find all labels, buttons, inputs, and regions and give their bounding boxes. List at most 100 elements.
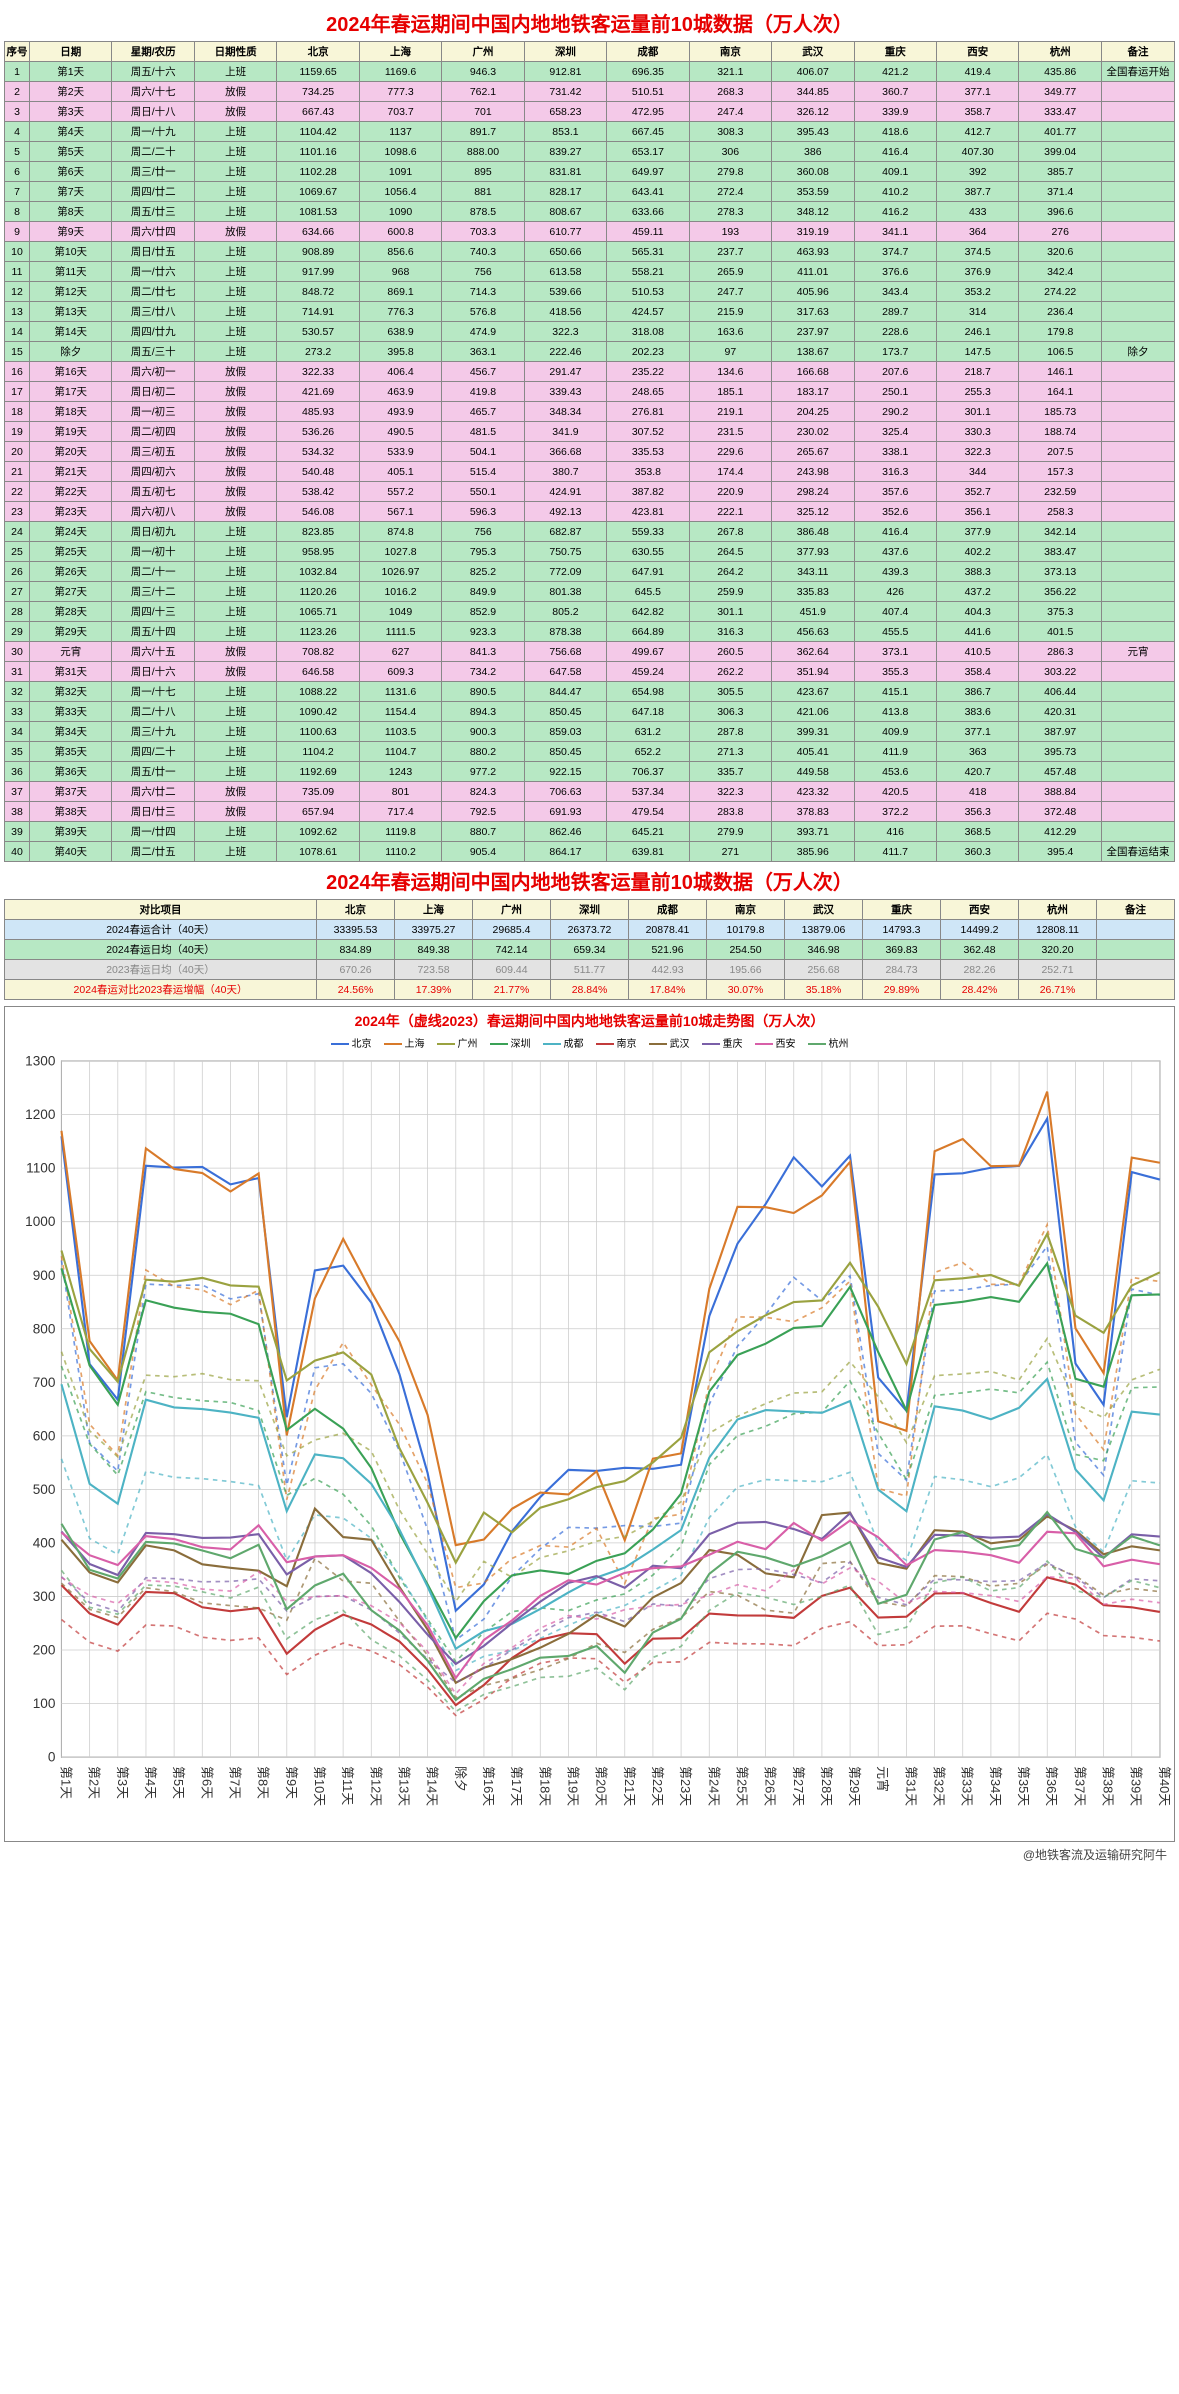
cell (1102, 362, 1175, 382)
cell: 864.17 (524, 842, 606, 862)
cell: 第32天 (30, 682, 112, 702)
cell: 418.56 (524, 302, 606, 322)
cell: 344.85 (772, 82, 854, 102)
summary-table: 对比项目北京上海广州深圳成都南京武汉重庆西安杭州备注 2024春运合计（40天）… (4, 899, 1175, 1000)
cell: 28 (5, 602, 30, 622)
cell: 262.2 (689, 662, 771, 682)
cell: 23 (5, 502, 30, 522)
cell: 40 (5, 842, 30, 862)
cell: 上班 (194, 302, 276, 322)
cell: 268.3 (689, 82, 771, 102)
cell: 8 (5, 202, 30, 222)
cell: 638.9 (359, 322, 441, 342)
cell: 289.7 (854, 302, 936, 322)
cell: 322.3 (936, 442, 1018, 462)
cell (1102, 402, 1175, 422)
cell: 405.41 (772, 742, 854, 762)
cell: 283.8 (689, 802, 771, 822)
cell: 173.7 (854, 342, 936, 362)
cell: 放假 (194, 782, 276, 802)
chart-title: 2024年（虚线2023）春运期间中国内地地铁客运量前10城走势图（万人次） (7, 1011, 1172, 1031)
cell: 255.3 (936, 382, 1018, 402)
cell: 306 (689, 142, 771, 162)
cell: 第1天 (30, 62, 112, 82)
cell: 862.46 (524, 822, 606, 842)
cell (1102, 202, 1175, 222)
cell: 734.2 (442, 662, 524, 682)
cell (1102, 822, 1175, 842)
col-header: 上海 (359, 42, 441, 62)
cell: 383.6 (936, 702, 1018, 722)
col-header: 日期性质 (194, 42, 276, 62)
cell: 259.9 (689, 582, 771, 602)
cell: 538.42 (277, 482, 359, 502)
cell: 717.4 (359, 802, 441, 822)
cell (1102, 802, 1175, 822)
cell (1102, 522, 1175, 542)
cell: 342.14 (1019, 522, 1102, 542)
cell (1102, 622, 1175, 642)
cell: 6 (5, 162, 30, 182)
page-title: 2024年春运期间中国内地地铁客运量前10城数据（万人次） (4, 8, 1175, 37)
cell: 1081.53 (277, 202, 359, 222)
svg-text:第14天: 第14天 (425, 1766, 440, 1806)
cell: 1078.61 (277, 842, 359, 862)
cell: 周二/廿七 (112, 282, 194, 302)
cell: 643.41 (607, 182, 689, 202)
cell: 第28天 (30, 602, 112, 622)
cell: 463.93 (772, 242, 854, 262)
cell: 762.1 (442, 82, 524, 102)
svg-text:第5天: 第5天 (171, 1766, 186, 1799)
cell: 放假 (194, 482, 276, 502)
cell: 839.27 (524, 142, 606, 162)
cell: 第11天 (30, 262, 112, 282)
cell: 271 (689, 842, 771, 862)
cell: 13 (5, 302, 30, 322)
cell: 366.68 (524, 442, 606, 462)
cell: 5 (5, 142, 30, 162)
cell: 377.1 (936, 722, 1018, 742)
cell: 周六/十七 (112, 82, 194, 102)
cell: 33 (5, 702, 30, 722)
cell: 11 (5, 262, 30, 282)
cell: 264.5 (689, 542, 771, 562)
cell: 放假 (194, 222, 276, 242)
cell: 895 (442, 162, 524, 182)
cell: 856.6 (359, 242, 441, 262)
cell: 750.75 (524, 542, 606, 562)
cell: 375.3 (1019, 602, 1102, 622)
cell: 上班 (194, 522, 276, 542)
cell: 373.1 (854, 642, 936, 662)
cell: 639.81 (607, 842, 689, 862)
svg-text:200: 200 (33, 1643, 56, 1658)
cell: 周三/十二 (112, 582, 194, 602)
cell: 319.19 (772, 222, 854, 242)
cell: 7 (5, 182, 30, 202)
cell: 236.4 (1019, 302, 1102, 322)
cell: 423.67 (772, 682, 854, 702)
cell: 360.3 (936, 842, 1018, 862)
cell: 第24天 (30, 522, 112, 542)
svg-text:300: 300 (33, 1589, 56, 1604)
cell: 424.91 (524, 482, 606, 502)
cell: 17.84% (629, 980, 707, 1000)
cell: 243.98 (772, 462, 854, 482)
cell: 第33天 (30, 702, 112, 722)
cell: 437.2 (936, 582, 1018, 602)
cell: 659.34 (551, 940, 629, 960)
cell: 670.26 (317, 960, 395, 980)
cell: 272.4 (689, 182, 771, 202)
cell: 645.5 (607, 582, 689, 602)
cell: 第3天 (30, 102, 112, 122)
cell: 周日/十八 (112, 102, 194, 122)
legend-item: 西安 (755, 1035, 796, 1050)
cell: 647.91 (607, 562, 689, 582)
cell: 423.32 (772, 782, 854, 802)
cell: 742.14 (473, 940, 551, 960)
col-header: 重庆 (863, 900, 941, 920)
cell: 276 (1019, 222, 1102, 242)
cell: 642.82 (607, 602, 689, 622)
svg-text:800: 800 (33, 1321, 56, 1336)
cell: 373.13 (1019, 562, 1102, 582)
svg-text:第24天: 第24天 (706, 1766, 721, 1806)
